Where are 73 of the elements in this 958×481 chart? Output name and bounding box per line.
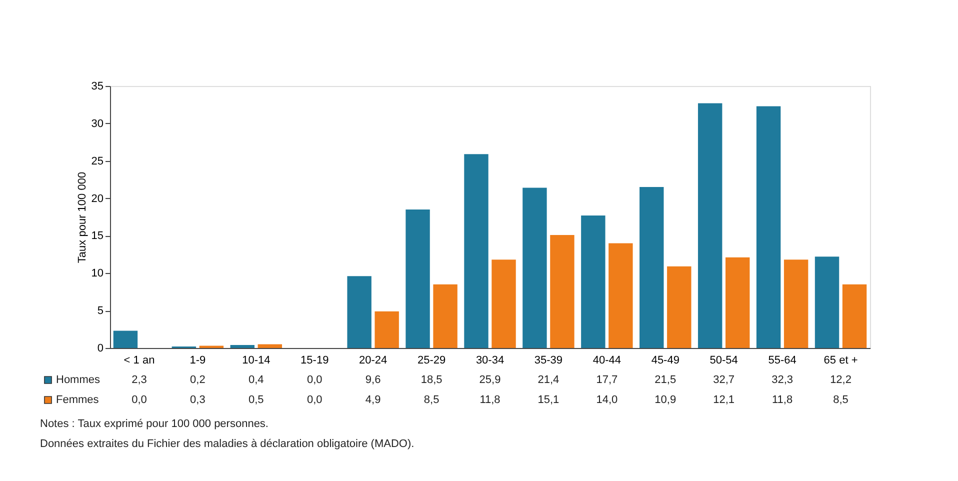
data-label: 0,0 [132,394,147,406]
bar [406,210,430,348]
data-label: 21,5 [654,374,676,386]
x-tick-label: 30-34 [476,354,504,366]
data-label: 0,2 [190,374,206,386]
bar [522,188,547,348]
data-label: 25,9 [479,374,501,386]
x-tick-label: 10-14 [242,354,270,366]
bar [698,103,722,348]
x-tick-label: 20-24 [359,354,388,366]
bar [581,216,606,348]
data-label: 2,3 [132,374,147,386]
y-tick-label: 35 [91,80,104,92]
bar [784,260,808,348]
bar [550,234,574,348]
data-label: 10,9 [654,394,676,406]
x-tick-label: 15-19 [300,354,329,366]
x-tick-label: 1-9 [190,354,206,366]
y-tick-label: 10 [91,268,104,280]
data-label: 9,6 [365,374,381,386]
y-tick-label: 20 [91,192,104,205]
data-label: 0,0 [306,374,322,386]
y-tick-label: 15 [91,230,104,242]
data-label: 32,3 [772,374,794,386]
bar [113,330,138,348]
data-label: 15,1 [538,394,560,406]
bar [492,260,516,348]
data-label: 0,0 [306,394,322,406]
data-label: 0,3 [190,394,206,406]
x-tick-label: 65 et + [824,354,858,366]
bar [347,276,372,348]
data-label: 11,8 [480,394,500,406]
data-label: 8,5 [833,394,848,406]
x-tick-label: 35-39 [534,354,563,366]
x-tick-label: 25-29 [417,354,446,366]
bar [433,284,458,348]
bar [258,344,282,348]
x-tick-label: < 1 an [124,354,155,366]
data-label: 14,0 [596,394,618,406]
data-label: 8,5 [424,394,440,406]
y-axis-title: Taux pour 100 000 [76,172,88,264]
text: Notes : Taux exprimé pour 100 000 personnes. [40,418,268,430]
data-label: 18,5 [420,374,442,386]
y-tick-label: 30 [91,118,104,130]
data-label: 0,4 [248,374,264,386]
data-label: 21,4 [538,374,560,386]
x-tick-label: 50-54 [710,354,738,366]
y-tick-label: 0 [97,342,104,354]
data-label: 12,2 [830,374,852,386]
bar [756,106,781,348]
bar [374,311,399,348]
bar [464,154,488,348]
data-label: 12,1 [713,394,735,406]
bar [725,257,750,348]
x-tick-label: 45-49 [651,354,680,366]
bar [230,345,255,348]
bar [667,266,692,348]
legend-label: Femmes [56,394,100,406]
data-label: 32,7 [713,374,735,386]
data-label: 17,7 [596,374,618,386]
bar [814,256,840,348]
data-label: 4,9 [365,394,381,406]
text: Données extraites du Fichier des maladies à déclaration obligatoire (MADO). [40,438,414,450]
data-label: 11,8 [772,394,793,406]
legend-label: Hommes [56,374,101,386]
y-tick-label: 5 [97,305,104,318]
bar [608,243,633,348]
bar [842,284,867,348]
x-tick-label: 40-44 [592,354,621,366]
data-label: 0,5 [248,394,264,406]
bar [640,187,664,348]
y-tick-label: 25 [91,155,104,168]
x-tick-label: 55-64 [768,354,796,366]
